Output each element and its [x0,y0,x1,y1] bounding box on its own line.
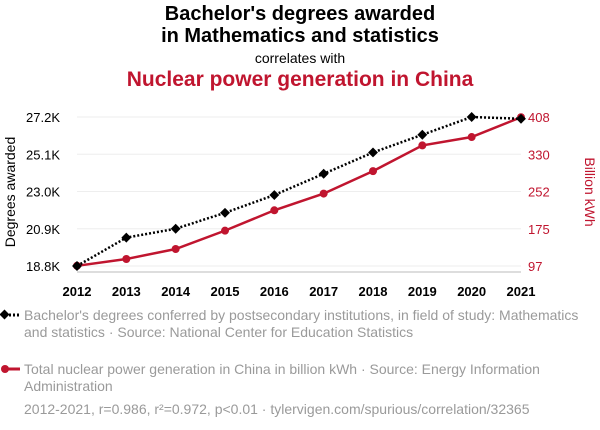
y-tick-right: 97 [528,259,542,274]
data-point-degrees [269,190,280,200]
chart-title-line2: in Mathematics and statistics [161,25,439,47]
y-tick-left: 27.2K [26,110,60,125]
series-line-nuclear [76,116,522,268]
y-axis-label-left: Degrees awarded [2,137,18,248]
y-tick-left: 20.9K [26,222,60,237]
y-tick-left: 25.1K [26,147,60,162]
data-point-degrees [368,147,378,158]
data-point-degrees [220,207,230,218]
data-point-nuclear [221,226,229,235]
x-tick-label: 2013 [112,284,141,299]
legend-item-degrees: Bachelor's degrees conferred by postseco… [24,307,584,341]
legend-item-nuclear: Total nuclear power generation in China … [24,361,584,395]
x-tick-label: 2018 [359,284,388,299]
y-tick-right: 330 [528,147,550,162]
data-point-degrees [318,168,329,179]
footer-stats: 2012-2021, r=0.986, r²=0.972, p<0.01 · t… [24,401,530,417]
x-tick-label: 2019 [408,284,437,299]
data-point-nuclear [122,255,131,264]
y-tick-right: 408 [528,110,550,125]
data-point-nuclear [319,189,328,198]
data-point-degrees [417,129,428,140]
x-tick-label: 2016 [260,284,289,299]
legend-label-degrees: Bachelor's degrees conferred by postseco… [24,307,579,340]
y-axis-label-right: Billion kWh [582,157,598,226]
chart-title-line1: Bachelor's degrees awarded [164,3,436,25]
x-tick-label: 2021 [507,284,536,299]
x-tick-label: 2014 [161,284,191,299]
x-tick-label: 2012 [63,284,92,299]
data-point-nuclear [270,206,279,215]
legend-label-nuclear: Total nuclear power generation in China … [24,361,540,394]
legend-circle-icon [1,365,9,373]
x-tick-label: 2015 [211,284,240,299]
data-point-degrees [170,223,181,234]
legend-diamond-icon [0,309,10,320]
data-point-degrees [466,112,477,122]
data-point-nuclear [369,167,377,176]
y-tick-left: 23.0K [26,185,60,200]
data-point-nuclear [418,141,427,150]
data-point-nuclear [467,133,476,142]
series-line-degrees [76,115,522,268]
data-point-degrees [72,261,82,271]
chart-subtitle: correlates with [254,50,346,66]
data-point-degrees [121,232,132,243]
y-tick-right: 175 [528,222,550,237]
y-tick-left: 18.8K [26,259,60,274]
x-tick-label: 2020 [457,284,486,299]
data-point-nuclear [171,244,180,253]
y-tick-right: 252 [528,185,550,200]
chart-svg: 18.8K 97 20.9K 175 23.0K 252 25.1K 330 27.2K 408 2… [2,110,598,299]
chart-title-secondary: Nuclear power generation in China [126,68,474,91]
data-point-degrees [516,113,526,124]
x-tick-label: 2017 [309,284,338,299]
